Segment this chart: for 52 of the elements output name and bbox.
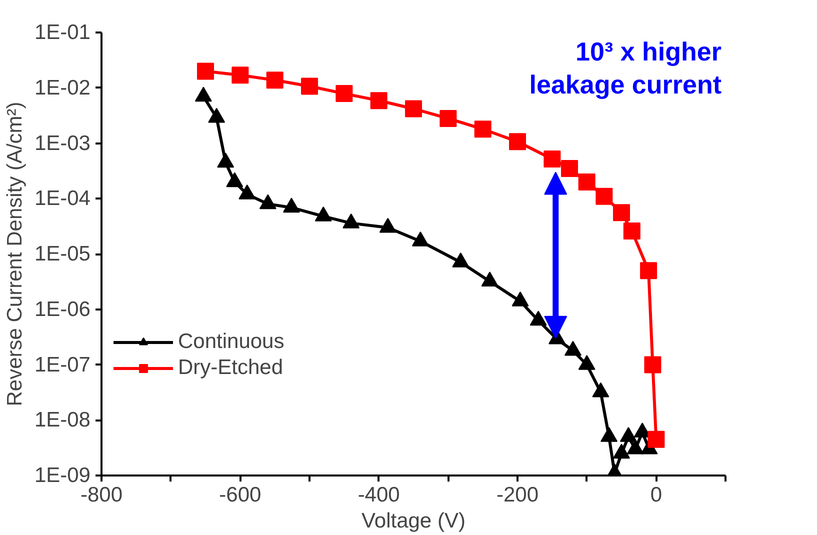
point bbox=[259, 194, 276, 210]
legend-label: Dry-Etched bbox=[178, 356, 284, 380]
point bbox=[197, 62, 214, 80]
point bbox=[596, 188, 613, 205]
y-tick-label: 1E-05 bbox=[34, 242, 91, 266]
x-tick-label: -600 bbox=[219, 484, 262, 506]
point bbox=[578, 355, 596, 370]
y-tick-label: 1E-07 bbox=[34, 353, 91, 376]
point bbox=[370, 92, 388, 110]
point bbox=[613, 204, 630, 222]
point bbox=[266, 72, 284, 89]
point bbox=[232, 66, 249, 84]
x-axis-title: Voltage (V) bbox=[362, 510, 466, 532]
y-tick-label: 1E-04 bbox=[34, 187, 91, 210]
point bbox=[509, 133, 526, 150]
point bbox=[217, 152, 234, 168]
point bbox=[282, 198, 300, 213]
point bbox=[530, 310, 547, 326]
x-tick-label: 0 bbox=[650, 484, 662, 506]
point bbox=[226, 172, 244, 188]
legend-label: Continuous bbox=[178, 330, 284, 354]
point bbox=[412, 232, 429, 246]
x-tick-label: -400 bbox=[358, 484, 400, 506]
y-tick-label: 1E-02 bbox=[34, 76, 91, 100]
point bbox=[379, 218, 396, 233]
point bbox=[620, 427, 637, 442]
point bbox=[512, 292, 529, 306]
point bbox=[336, 85, 353, 102]
point bbox=[238, 184, 256, 200]
y-tick-label: 1E-01 bbox=[34, 21, 91, 44]
y-tick-label: 1E-03 bbox=[34, 132, 91, 155]
point bbox=[481, 272, 498, 287]
point bbox=[544, 150, 561, 168]
point bbox=[561, 160, 578, 177]
point bbox=[578, 173, 596, 190]
y-axis-title: Reverse Current Density (A/cm²) bbox=[3, 102, 26, 406]
point bbox=[342, 213, 360, 228]
point bbox=[314, 206, 332, 222]
point bbox=[613, 444, 630, 459]
point bbox=[592, 382, 610, 398]
point bbox=[564, 340, 582, 356]
y-tick-label: 1E-06 bbox=[34, 298, 91, 321]
annotation: 10³ x higher leakage current bbox=[529, 36, 722, 100]
point bbox=[405, 100, 422, 118]
point bbox=[626, 439, 644, 454]
point bbox=[452, 252, 470, 268]
y-tick-label: 1E-08 bbox=[34, 408, 91, 432]
point bbox=[440, 110, 457, 127]
point bbox=[474, 120, 492, 138]
point bbox=[301, 78, 318, 95]
point bbox=[600, 427, 618, 442]
x-tick-label: -200 bbox=[496, 484, 539, 506]
